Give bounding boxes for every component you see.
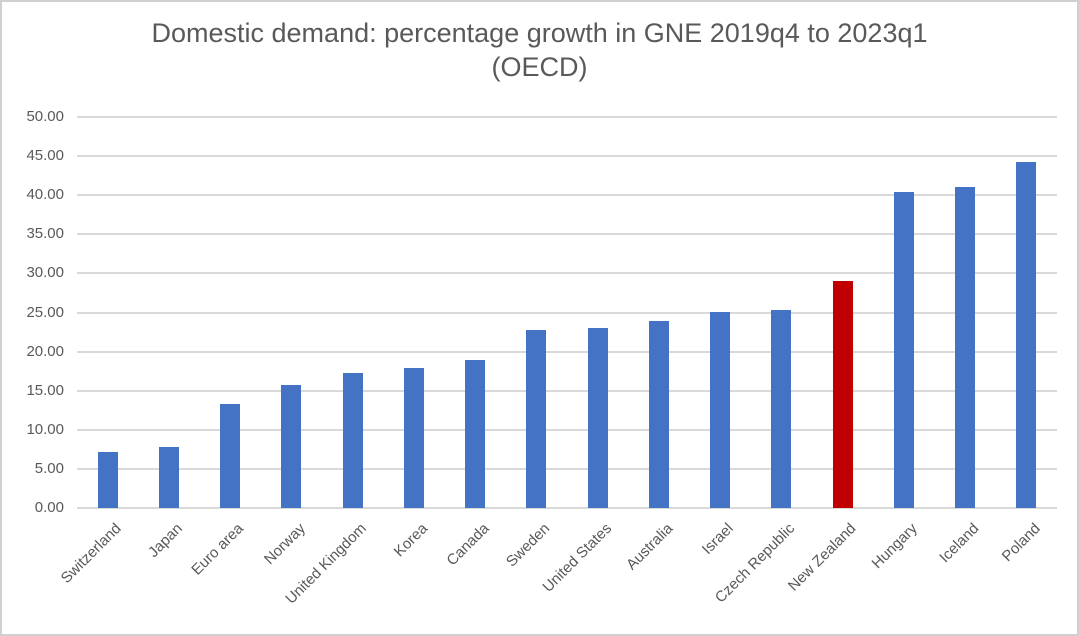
x-axis-category-label: Korea bbox=[390, 520, 431, 561]
gridline bbox=[77, 116, 1057, 118]
bar-canada bbox=[465, 360, 486, 508]
y-axis-tick-label: 25.00 bbox=[26, 303, 64, 321]
chart-title: Domestic demand: percentage growth in GN… bbox=[2, 16, 1077, 84]
bar-hungary bbox=[893, 192, 914, 508]
y-axis-tick-label: 30.00 bbox=[26, 264, 64, 282]
bar-korea bbox=[403, 368, 424, 508]
x-axis-category-label: Canada bbox=[442, 520, 493, 570]
gridline bbox=[77, 311, 1057, 314]
x-axis-category-label: Norway bbox=[260, 520, 309, 568]
y-axis-tick-label: 5.00 bbox=[34, 459, 64, 477]
bar-united-kingdom bbox=[342, 372, 363, 508]
y-axis-tick-label: 35.00 bbox=[26, 225, 64, 243]
gridline bbox=[77, 233, 1057, 236]
x-axis-category-label: Hungary bbox=[868, 520, 921, 573]
x-axis-category-label: Japan bbox=[144, 520, 186, 561]
bar-switzerland bbox=[97, 451, 118, 508]
bar-new-zealand bbox=[832, 281, 853, 508]
bar-sweden bbox=[526, 330, 547, 508]
bar-australia bbox=[648, 321, 669, 508]
chart-title-line2: (OECD) bbox=[491, 52, 588, 82]
gridline bbox=[77, 272, 1057, 275]
x-axis-category-label: Sweden bbox=[503, 520, 554, 571]
x-axis-category-label: Poland bbox=[998, 520, 1044, 566]
y-axis-tick-label: 40.00 bbox=[26, 186, 64, 204]
bar-iceland bbox=[955, 186, 976, 508]
x-axis-category-label: Israel bbox=[699, 520, 738, 558]
bar-norway bbox=[281, 385, 302, 508]
y-axis-tick-label: 45.00 bbox=[26, 147, 64, 165]
x-axis-category-label: Iceland bbox=[935, 520, 983, 567]
bar-japan bbox=[158, 447, 179, 508]
gridline bbox=[77, 389, 1057, 392]
x-axis-category-label: Australia bbox=[622, 520, 676, 574]
chart-title-line1: Domestic demand: percentage growth in GN… bbox=[151, 18, 928, 48]
bar-czech-republic bbox=[771, 310, 792, 508]
x-axis-category-label: Euro area bbox=[188, 520, 248, 579]
y-axis-tick-label: 10.00 bbox=[26, 420, 64, 438]
bar-israel bbox=[710, 311, 731, 508]
gridline bbox=[77, 194, 1057, 197]
gridline bbox=[77, 428, 1057, 431]
bar-united-states bbox=[587, 328, 608, 508]
gridline bbox=[77, 507, 1057, 509]
x-axis-category-label: Switzerland bbox=[57, 520, 125, 587]
gridline bbox=[77, 350, 1057, 353]
gridline bbox=[77, 155, 1057, 158]
y-axis-tick-label: 15.00 bbox=[26, 381, 64, 399]
y-axis-tick-label: 50.00 bbox=[26, 108, 64, 125]
bar-euro-area bbox=[220, 403, 241, 508]
y-axis-tick-label: 20.00 bbox=[26, 342, 64, 360]
bar-poland bbox=[1016, 162, 1037, 508]
gridline bbox=[77, 467, 1057, 470]
y-axis-tick-label: 0.00 bbox=[34, 499, 64, 516]
